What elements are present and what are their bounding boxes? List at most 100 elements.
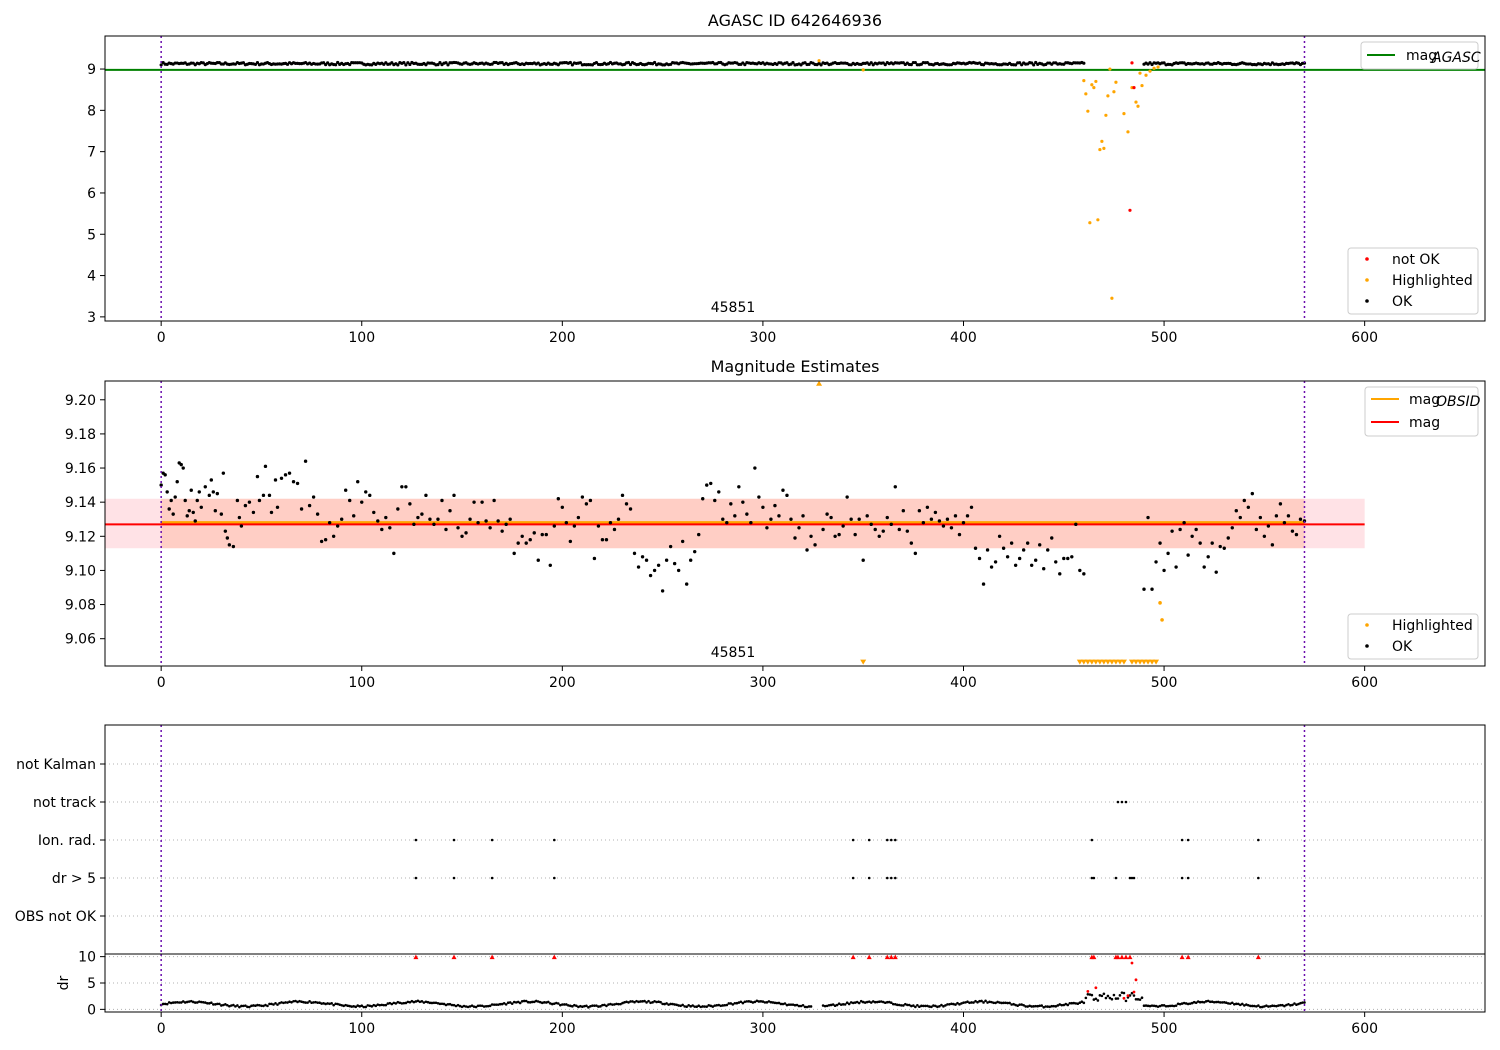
dr-point xyxy=(406,1000,410,1004)
dr-point xyxy=(256,1003,259,1007)
dr-point xyxy=(416,999,420,1003)
dr-point xyxy=(775,1001,779,1005)
dr-point xyxy=(585,1004,588,1008)
dr-point xyxy=(476,1004,480,1008)
ok-point xyxy=(841,524,845,528)
flag-point xyxy=(867,876,871,880)
panel-flags: not Kalman not track Ion. rad. dr > 5 OBS no… xyxy=(15,724,1486,955)
highlighted-marker-below xyxy=(1112,659,1119,665)
dr-point xyxy=(721,1004,725,1007)
dr-point xyxy=(514,1001,518,1004)
dr-point xyxy=(274,1001,277,1005)
ok-point xyxy=(921,520,926,525)
dr-point xyxy=(1110,997,1114,1001)
ok-point xyxy=(705,483,709,487)
dr-point xyxy=(1190,1001,1194,1005)
dr-point xyxy=(1002,1001,1005,1005)
x-tick-label: 100 xyxy=(348,330,375,346)
dr-point xyxy=(396,1000,400,1004)
dr-point xyxy=(1062,1003,1066,1007)
dr-point xyxy=(474,1005,478,1009)
ok-point xyxy=(825,512,829,516)
dr-point xyxy=(1088,993,1092,996)
dr-point xyxy=(731,1003,735,1006)
ok-point xyxy=(1078,568,1082,573)
dr-point xyxy=(402,1001,406,1005)
dr-point xyxy=(346,1004,350,1007)
dr-point xyxy=(496,1003,500,1006)
dr-point xyxy=(795,1003,799,1007)
dr-point xyxy=(1008,1001,1011,1005)
ok-point xyxy=(1302,61,1307,65)
dr-point xyxy=(837,1002,841,1005)
chart-title: Magnitude Estimates xyxy=(711,357,880,376)
dr-point xyxy=(924,1004,927,1008)
ok-point xyxy=(239,524,244,528)
dr-point xyxy=(512,1000,516,1004)
dr-point xyxy=(540,1001,544,1005)
dr-point xyxy=(831,1003,835,1006)
dr-point xyxy=(290,1000,293,1004)
dr-point xyxy=(593,1004,596,1007)
dr-point xyxy=(420,1000,424,1003)
flag-point xyxy=(1092,876,1096,880)
ok-point xyxy=(193,519,197,523)
dr-point xyxy=(460,1005,464,1009)
dr-point xyxy=(494,1003,498,1006)
dr-point xyxy=(719,1004,723,1008)
flag-point xyxy=(1180,838,1184,842)
ok-point xyxy=(339,517,344,521)
highlighted-point xyxy=(1140,83,1144,88)
dr-exceed-marker xyxy=(489,954,495,960)
dr-point xyxy=(948,1002,951,1006)
ok-point xyxy=(893,485,897,489)
ok-point xyxy=(773,503,777,508)
dr-point xyxy=(1148,1004,1152,1008)
dr-exceed-marker xyxy=(1255,954,1261,960)
dr-point xyxy=(210,1001,213,1004)
dr-point xyxy=(214,1003,217,1006)
dr-point xyxy=(745,1000,749,1003)
ok-point xyxy=(1170,529,1174,533)
ok-point xyxy=(1014,63,1018,67)
dr-high-point xyxy=(1086,990,1090,993)
dr-point xyxy=(591,1004,594,1007)
highlighted-point xyxy=(1096,218,1100,222)
ok-point xyxy=(933,510,938,515)
dr-point xyxy=(968,1001,971,1005)
dr-point xyxy=(1128,994,1132,997)
dr-point xyxy=(1202,1000,1206,1004)
x-tick-label: 0 xyxy=(157,330,166,346)
ok-point xyxy=(837,532,841,537)
highlighted-marker-below xyxy=(1132,659,1139,665)
ok-point xyxy=(1174,565,1178,569)
dr-point xyxy=(1212,1000,1216,1004)
dr-point xyxy=(1134,997,1138,1001)
ok-point xyxy=(279,476,284,480)
ok-point xyxy=(713,498,717,503)
dr-point xyxy=(926,1004,929,1008)
ok-point xyxy=(235,498,240,503)
dr-point xyxy=(1275,1004,1278,1008)
ok-point xyxy=(440,498,444,503)
ok-point xyxy=(488,526,492,530)
dr-point xyxy=(589,1004,592,1008)
dr-point xyxy=(1243,1004,1246,1007)
ok-point xyxy=(869,522,873,527)
panel-magnitude-estimates: Magnitude Estimates 45851 0 100 200 300 400 5… xyxy=(65,357,1486,691)
ok-point xyxy=(861,558,865,562)
dr-point xyxy=(1064,1002,1068,1006)
ok-point xyxy=(416,515,420,520)
highlighted-marker-below xyxy=(1141,659,1148,665)
highlighted-marker-below xyxy=(1149,659,1156,665)
dr-point xyxy=(173,1001,177,1004)
dr-point xyxy=(1132,994,1136,997)
dr-point xyxy=(759,1000,763,1003)
dr-point xyxy=(701,1005,705,1008)
ok-point xyxy=(973,546,978,550)
legend-label: Highlighted xyxy=(1392,618,1473,634)
dr-point xyxy=(326,1002,329,1005)
dr-point xyxy=(1196,1000,1200,1003)
dr-point xyxy=(942,1005,945,1008)
ok-point xyxy=(1070,555,1074,559)
